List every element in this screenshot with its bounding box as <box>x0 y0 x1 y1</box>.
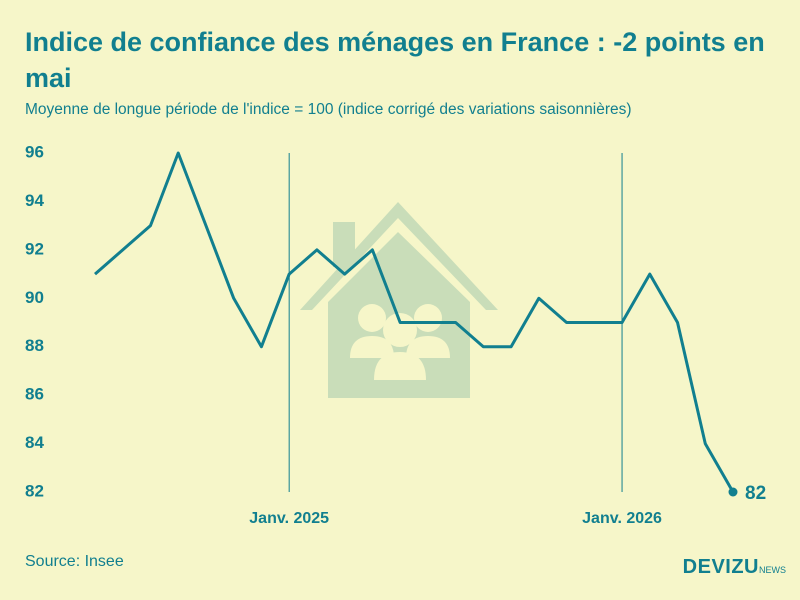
chart-subtitle: Moyenne de longue période de l'indice = … <box>25 101 632 118</box>
house-icon <box>300 202 498 398</box>
x-tick-label: Janv. 2025 <box>249 510 329 527</box>
x-tick-label: Janv. 2026 <box>582 510 662 527</box>
y-tick-label: 96 <box>25 142 44 161</box>
brand: DEVIZUNEWS <box>683 556 786 579</box>
brand-suffix: NEWS <box>759 565 786 575</box>
y-tick-label: 94 <box>25 191 44 210</box>
y-tick-label: 90 <box>25 288 44 307</box>
chart-title: Indice de confiance des ménages en Franc… <box>25 27 765 93</box>
end-point <box>728 487 738 497</box>
y-tick-label: 86 <box>25 385 44 404</box>
y-tick-label: 84 <box>25 433 44 452</box>
brand-name: DEVIZU <box>682 556 759 578</box>
y-tick-label: 82 <box>25 481 44 500</box>
y-tick-label: 88 <box>25 336 44 355</box>
y-tick-label: 92 <box>25 239 44 258</box>
line-series <box>94 151 735 493</box>
source: Source: Insee <box>25 553 124 570</box>
end-value-label: 82 <box>745 483 766 504</box>
